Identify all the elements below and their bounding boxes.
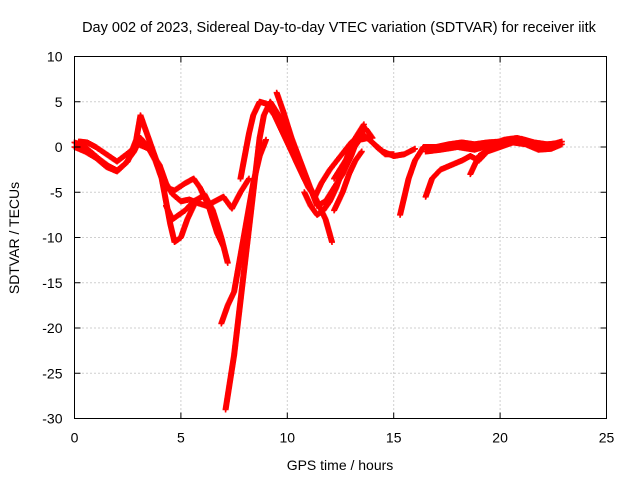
y-tick-label: -15 bbox=[42, 275, 62, 291]
y-tick-label: -20 bbox=[42, 320, 62, 336]
x-tick-label: 15 bbox=[386, 430, 402, 446]
x-axis-label: GPS time / hours bbox=[287, 457, 394, 473]
x-tick-label: 20 bbox=[492, 430, 508, 446]
series-s3 bbox=[75, 138, 252, 212]
series-s14 bbox=[422, 134, 565, 155]
y-tick-label: 5 bbox=[55, 94, 63, 110]
series-s15 bbox=[467, 144, 495, 178]
data-point-marker bbox=[411, 145, 418, 152]
tick-layer: 0 5 10 15 20 25 -30 -25 -20 -15 -10 -5 0 5 10 bbox=[42, 49, 614, 446]
data-point-marker bbox=[358, 148, 365, 155]
y-tick-label: -30 bbox=[42, 411, 62, 427]
y-tick-label: -10 bbox=[42, 230, 62, 246]
chart-title: Day 002 of 2023, Sidereal Day-to-day VTE… bbox=[82, 20, 597, 36]
data-point-marker bbox=[360, 121, 367, 128]
x-tick-label: 5 bbox=[177, 430, 185, 446]
y-tick-label: 0 bbox=[55, 139, 63, 155]
data-point-marker bbox=[263, 136, 270, 143]
series-s2 bbox=[71, 112, 227, 250]
x-tick-label: 25 bbox=[599, 430, 615, 446]
data-point-marker bbox=[558, 138, 565, 145]
series-s11 bbox=[331, 148, 365, 214]
y-tick-label: -5 bbox=[50, 184, 63, 200]
x-tick-label: 0 bbox=[71, 430, 79, 446]
y-tick-label: 10 bbox=[47, 49, 63, 65]
data-layer bbox=[71, 89, 565, 413]
data-point-marker bbox=[390, 151, 397, 158]
data-point-marker bbox=[328, 239, 335, 246]
x-tick-label: 10 bbox=[280, 430, 296, 446]
data-point-marker bbox=[220, 243, 227, 250]
series-s9 bbox=[301, 121, 367, 218]
y-tick-label: -25 bbox=[42, 365, 62, 381]
series-s10 bbox=[331, 134, 397, 182]
data-point-marker bbox=[199, 193, 206, 200]
data-point-marker bbox=[245, 175, 252, 182]
data-point-marker bbox=[224, 259, 231, 266]
grid-layer bbox=[74, 56, 607, 419]
series-s4 bbox=[163, 193, 206, 223]
y-axis-label: SDTVAR / TECUs bbox=[6, 182, 22, 294]
data-point-marker bbox=[488, 144, 495, 150]
